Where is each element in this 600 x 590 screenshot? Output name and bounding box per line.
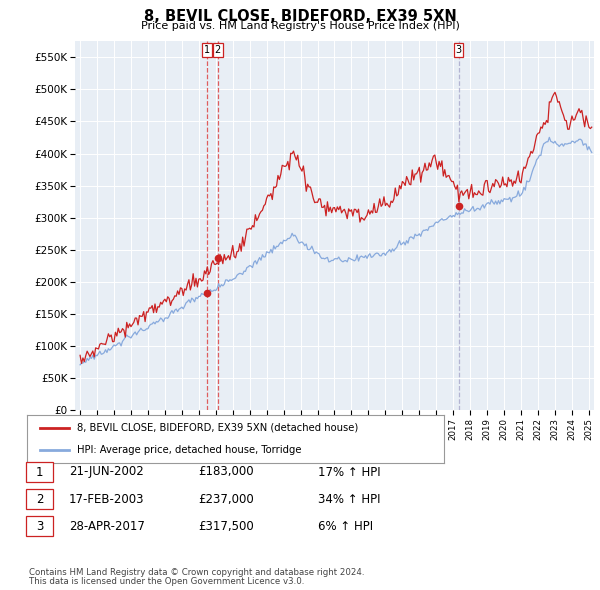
Text: 2: 2 [36,493,43,506]
Text: 1: 1 [36,466,43,478]
Text: £317,500: £317,500 [198,520,254,533]
Text: 3: 3 [455,45,462,55]
Text: Price paid vs. HM Land Registry's House Price Index (HPI): Price paid vs. HM Land Registry's House … [140,21,460,31]
Text: 17% ↑ HPI: 17% ↑ HPI [318,466,380,478]
Text: 17-FEB-2003: 17-FEB-2003 [69,493,145,506]
Text: 28-APR-2017: 28-APR-2017 [69,520,145,533]
Text: £237,000: £237,000 [198,493,254,506]
Text: 2: 2 [215,45,221,55]
Text: This data is licensed under the Open Government Licence v3.0.: This data is licensed under the Open Gov… [29,578,304,586]
Text: HPI: Average price, detached house, Torridge: HPI: Average price, detached house, Torr… [77,445,302,455]
Text: 34% ↑ HPI: 34% ↑ HPI [318,493,380,506]
Text: Contains HM Land Registry data © Crown copyright and database right 2024.: Contains HM Land Registry data © Crown c… [29,568,364,577]
Text: 21-JUN-2002: 21-JUN-2002 [69,466,144,478]
Text: £183,000: £183,000 [198,466,254,478]
Text: 8, BEVIL CLOSE, BIDEFORD, EX39 5XN (detached house): 8, BEVIL CLOSE, BIDEFORD, EX39 5XN (deta… [77,423,358,433]
Text: 3: 3 [36,520,43,533]
Text: 8, BEVIL CLOSE, BIDEFORD, EX39 5XN: 8, BEVIL CLOSE, BIDEFORD, EX39 5XN [143,9,457,24]
Text: 6% ↑ HPI: 6% ↑ HPI [318,520,373,533]
Text: 1: 1 [204,45,210,55]
